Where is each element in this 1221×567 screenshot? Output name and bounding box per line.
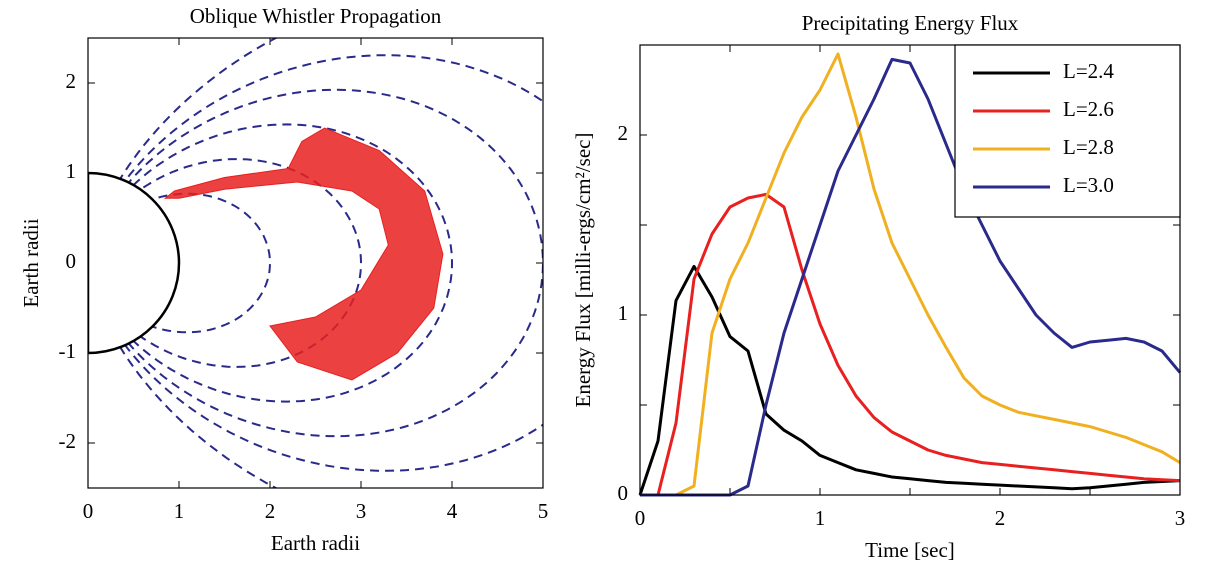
chart-title: Precipitating Energy Flux bbox=[802, 11, 1019, 35]
y-tick-label: 2 bbox=[618, 121, 629, 145]
field-line bbox=[88, 54, 543, 472]
plot-frame bbox=[639, 44, 1181, 496]
x-axis-label: Time [sec] bbox=[865, 538, 955, 562]
x-tick-label: 3 bbox=[356, 499, 367, 523]
y-axis-label: Energy Flux [milli-ergs/cm²/sec] bbox=[571, 133, 595, 408]
legend-label: L=2.8 bbox=[1063, 135, 1114, 159]
x-tick-label: 2 bbox=[995, 506, 1006, 530]
legend-label: L=2.4 bbox=[1063, 59, 1114, 83]
series-line bbox=[638, 264, 1181, 496]
earth bbox=[88, 171, 181, 355]
y-tick-label: 0 bbox=[618, 481, 629, 505]
x-tick-label: 1 bbox=[815, 506, 826, 530]
y-tick-label: 2 bbox=[66, 69, 77, 93]
x-tick-label: 2 bbox=[265, 499, 276, 523]
y-tick-label: 1 bbox=[66, 159, 77, 183]
plot-area bbox=[88, 38, 543, 488]
x-tick-label: 5 bbox=[538, 499, 549, 523]
plot-frame bbox=[87, 37, 544, 489]
x-tick-label: 0 bbox=[83, 499, 94, 523]
legend-label: L=3.0 bbox=[1063, 173, 1114, 197]
field-line bbox=[88, 38, 278, 488]
ray-paths bbox=[163, 127, 444, 381]
y-tick-label: 0 bbox=[66, 249, 77, 273]
chart-title: Oblique Whistler Propagation bbox=[190, 4, 442, 28]
y-tick-label: -2 bbox=[59, 429, 77, 453]
series-line bbox=[640, 52, 1181, 497]
right-panel: Precipitating Energy Flux Time [sec] Energ… bbox=[571, 11, 1185, 562]
x-tick-label: 3 bbox=[1175, 506, 1186, 530]
x-axis-label: Earth radii bbox=[271, 531, 360, 555]
left-panel: Oblique Whistler Propagation Earth radii E… bbox=[19, 4, 549, 555]
legend: L=2.4 L=2.6 L=2.8 L=3.0 bbox=[954, 44, 1181, 218]
y-tick-label: 1 bbox=[618, 301, 629, 325]
x-tick-label: 4 bbox=[447, 499, 458, 523]
x-tick-label: 1 bbox=[174, 499, 185, 523]
y-axis-label: Earth radii bbox=[19, 218, 43, 307]
legend-label: L=2.6 bbox=[1063, 97, 1114, 121]
x-tick-label: 0 bbox=[635, 506, 646, 530]
y-tick-label: -1 bbox=[59, 339, 77, 363]
series-line bbox=[640, 192, 1181, 497]
